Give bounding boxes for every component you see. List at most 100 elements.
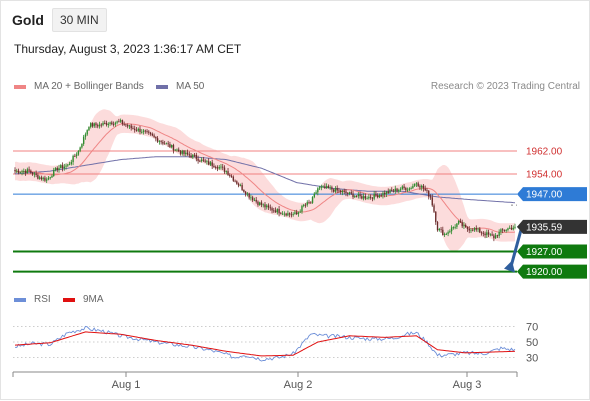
candle-body	[267, 205, 270, 208]
candle-body	[111, 122, 113, 125]
candle-body	[61, 165, 64, 169]
candle-body	[371, 197, 374, 199]
candle-body	[480, 232, 483, 234]
candle-body	[75, 154, 78, 157]
candle-body	[350, 192, 352, 194]
candle-body	[260, 202, 263, 205]
candle-body	[294, 212, 296, 214]
candle-body	[306, 202, 308, 205]
candle-body	[352, 193, 354, 198]
candle-body	[308, 202, 310, 204]
candle-body	[450, 227, 453, 232]
candle-body	[105, 122, 108, 125]
candle-body	[280, 213, 282, 215]
candle-body	[192, 154, 194, 158]
candle-body	[479, 228, 481, 233]
candle-body	[45, 179, 48, 181]
candle-body	[345, 191, 347, 194]
candle-body	[51, 176, 53, 178]
candle-body	[410, 188, 412, 189]
candle-body	[81, 143, 83, 148]
resistance-level-label: 1962.00	[526, 147, 563, 158]
candle-body	[347, 193, 349, 194]
candle-body	[338, 190, 340, 192]
candle-body	[327, 186, 330, 188]
candle-body	[40, 177, 43, 180]
candles	[14, 118, 516, 242]
candle-body	[477, 228, 479, 230]
support-level-tag	[517, 244, 587, 259]
candle-body	[67, 164, 69, 166]
candle-body	[412, 185, 414, 189]
candle-body	[102, 122, 104, 126]
candle-body	[239, 185, 242, 186]
candle-body	[341, 190, 344, 193]
candle-body	[290, 214, 293, 216]
candle-body	[329, 187, 331, 189]
rsi-line	[14, 325, 516, 362]
candle-body	[230, 175, 233, 177]
candle-body	[199, 160, 201, 162]
candle-body	[82, 136, 85, 144]
candle-body	[364, 196, 367, 199]
candle-body	[139, 128, 141, 133]
candle-body	[172, 145, 175, 151]
candle-body	[206, 161, 208, 163]
candle-body	[429, 196, 432, 198]
candle-body	[320, 186, 323, 188]
candle-body	[155, 136, 157, 139]
candle-body	[382, 192, 384, 196]
candle-body	[292, 213, 294, 215]
candle-body	[457, 221, 460, 224]
ma50-line	[14, 156, 516, 204]
candle-body	[244, 191, 247, 195]
candle-body	[424, 188, 426, 191]
candle-body	[266, 205, 268, 208]
candle-body	[452, 227, 455, 228]
candle-body	[200, 159, 203, 162]
candle-body	[185, 152, 187, 155]
candle-body	[223, 167, 226, 172]
candle-body	[26, 169, 29, 174]
candle-body	[220, 166, 222, 168]
candle-body	[121, 120, 124, 125]
candle-body	[475, 228, 477, 230]
candle-body	[340, 190, 342, 193]
candle-body	[204, 160, 206, 162]
candle-body	[65, 165, 67, 167]
candle-body	[489, 234, 492, 236]
legend-rsi-label: RSI	[34, 294, 51, 305]
candle-body	[95, 123, 97, 126]
candle-body	[273, 210, 275, 212]
candle-body	[160, 141, 162, 143]
level-tags: 1962.00 1954.00 1947.00 1935.59 1927.00 1920.…	[517, 147, 587, 279]
candle-body	[355, 196, 358, 197]
legend-ma20-label: MA 20 + Bollinger Bands	[34, 81, 144, 92]
candle-body	[310, 202, 312, 204]
candle-body	[35, 173, 37, 175]
interval-selector[interactable]: 30 MIN	[52, 8, 107, 32]
candle-body	[195, 154, 198, 159]
candle-body	[500, 229, 502, 232]
candle-body	[295, 212, 298, 215]
candle-body	[394, 188, 396, 192]
candle-body	[420, 185, 423, 188]
candle-body	[42, 177, 44, 180]
candle-body	[384, 192, 386, 195]
candle-body	[169, 144, 171, 148]
candle-body	[149, 132, 152, 134]
candle-body	[28, 169, 30, 171]
candle-body	[68, 163, 71, 165]
candle-body	[336, 188, 338, 191]
candle-body	[401, 186, 404, 190]
candle-body	[491, 234, 493, 236]
support-level-tag	[517, 264, 587, 279]
candle-body	[128, 125, 131, 127]
candle-body	[288, 213, 291, 215]
candle-body	[17, 170, 20, 173]
candle-body	[501, 229, 504, 231]
candle-body	[176, 149, 178, 151]
candle-body	[251, 197, 254, 201]
candle-body	[14, 169, 16, 172]
